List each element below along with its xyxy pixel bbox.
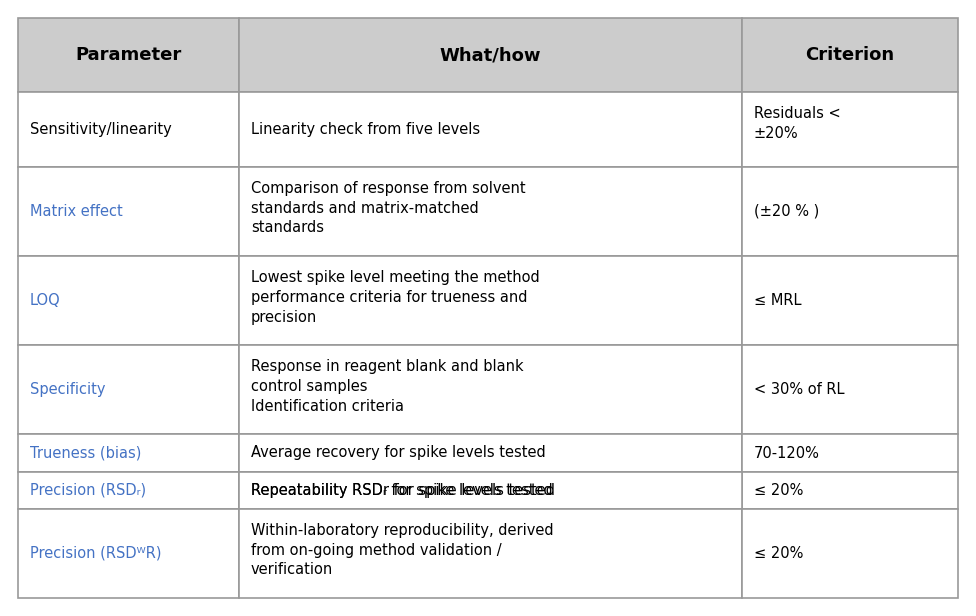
Bar <box>742 256 958 345</box>
Bar <box>742 92 958 167</box>
Text: Repeatability RSDᵣ for spike levels tested: Repeatability RSDᵣ for spike levels test… <box>251 483 552 498</box>
Bar <box>239 434 742 472</box>
Text: ≤ MRL: ≤ MRL <box>753 293 801 308</box>
Bar <box>18 256 239 345</box>
Bar <box>239 92 742 167</box>
Bar <box>742 345 958 434</box>
Bar <box>18 509 239 598</box>
Bar <box>239 472 742 509</box>
Bar <box>742 434 958 472</box>
Text: Repeatability RSDr for spike levels tested: Repeatability RSDr for spike levels test… <box>251 483 555 498</box>
Text: Specificity: Specificity <box>30 383 105 397</box>
Bar <box>18 472 239 509</box>
Text: Within-laboratory reproducibility, derived
from on-going method validation /
ver: Within-laboratory reproducibility, deriv… <box>251 523 553 577</box>
Text: Matrix effect: Matrix effect <box>30 204 123 219</box>
Bar <box>742 509 958 598</box>
Text: LOQ: LOQ <box>30 293 61 308</box>
Bar <box>18 18 239 92</box>
Text: Residuals <
±20%: Residuals < ±20% <box>753 107 840 141</box>
Text: What/how: What/how <box>439 46 541 64</box>
Bar <box>18 167 239 256</box>
Text: (±20 % ): (±20 % ) <box>753 204 819 219</box>
Bar <box>18 92 239 167</box>
Text: ≤ 20%: ≤ 20% <box>753 546 803 561</box>
Text: ≤ 20%: ≤ 20% <box>753 483 803 498</box>
Text: Comparison of response from solvent
standards and matrix-matched
standards: Comparison of response from solvent stan… <box>251 180 525 235</box>
Text: Lowest spike level meeting the method
performance criteria for trueness and
prec: Lowest spike level meeting the method pe… <box>251 270 540 325</box>
Text: Sensitivity/linearity: Sensitivity/linearity <box>30 122 172 137</box>
Bar <box>18 345 239 434</box>
Bar <box>239 509 742 598</box>
Text: Response in reagent blank and blank
control samples
Identification criteria: Response in reagent blank and blank cont… <box>251 359 523 414</box>
Bar <box>239 472 742 509</box>
Bar <box>742 167 958 256</box>
Bar <box>742 18 958 92</box>
Text: Average recovery for spike levels tested: Average recovery for spike levels tested <box>251 445 546 461</box>
Bar <box>239 345 742 434</box>
Bar <box>239 18 742 92</box>
Text: Precision (RSDᵂR): Precision (RSDᵂR) <box>30 546 161 561</box>
Bar <box>742 472 958 509</box>
Text: Linearity check from five levels: Linearity check from five levels <box>251 122 480 137</box>
Bar <box>239 167 742 256</box>
Bar <box>18 434 239 472</box>
Text: Parameter: Parameter <box>75 46 182 64</box>
Text: Precision (RSDᵣ): Precision (RSDᵣ) <box>30 483 146 498</box>
Text: Criterion: Criterion <box>805 46 894 64</box>
Text: 70-120%: 70-120% <box>753 445 820 461</box>
Text: Trueness (bias): Trueness (bias) <box>30 445 142 461</box>
Text: < 30% of RL: < 30% of RL <box>753 383 844 397</box>
Bar <box>239 256 742 345</box>
